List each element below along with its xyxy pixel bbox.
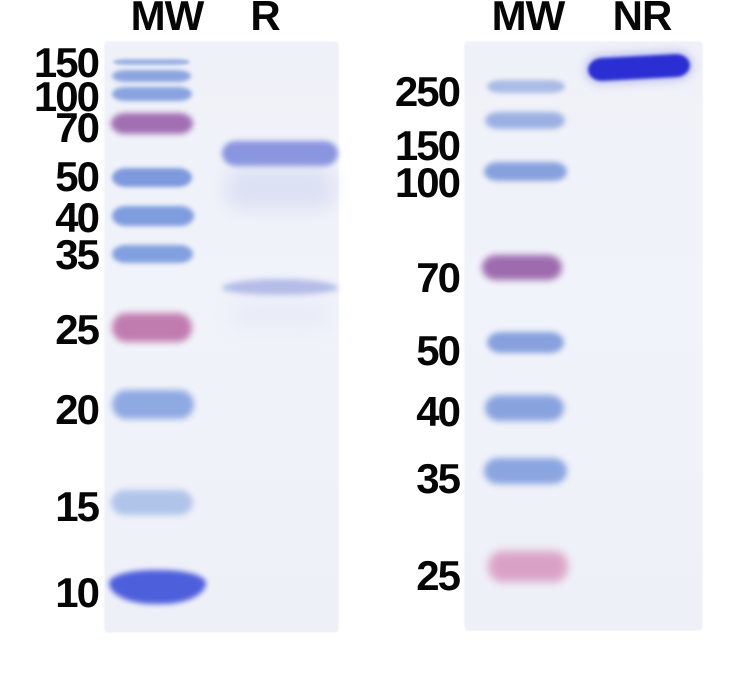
mw-marker-label-100-reduced-gel: 100 — [33, 73, 100, 120]
marker-band-150 — [112, 70, 191, 82]
lane-label-reduced: R — [250, 0, 280, 39]
marker-band-150-upper — [113, 59, 190, 65]
marker-band-40 — [485, 395, 564, 421]
marker-band-15 — [111, 490, 193, 515]
mw-marker-label-20-reduced-gel: 20 — [55, 386, 100, 433]
mw-marker-label-25-reduced-gel: 25 — [55, 306, 100, 353]
marker-band-70 — [111, 113, 193, 134]
marker-band-25 — [112, 313, 192, 342]
marker-band-50 — [487, 332, 564, 353]
mw-marker-label-10-reduced-gel: 10 — [55, 569, 100, 616]
marker-band-35 — [112, 245, 193, 263]
mw-marker-label-100-non-reduced-gel: 100 — [394, 159, 461, 206]
sample-band-r-light — [222, 279, 338, 295]
mw-marker-label-35-non-reduced-gel: 35 — [416, 455, 461, 502]
sample-band-r-heavy — [222, 141, 338, 166]
marker-band-50 — [112, 168, 192, 187]
marker-band-100 — [112, 87, 192, 101]
mw-marker-label-40-non-reduced-gel: 40 — [416, 388, 461, 435]
sample-smear-r — [225, 168, 335, 210]
mw-marker-label-25-non-reduced-gel: 25 — [416, 552, 461, 599]
marker-band-250 — [487, 80, 565, 93]
marker-band-25 — [488, 551, 568, 582]
mw-marker-label-150-non-reduced-gel: 150 — [394, 122, 461, 169]
mw-marker-label-15-reduced-gel: 15 — [55, 483, 100, 530]
mw-marker-label-250-non-reduced-gel: 250 — [394, 68, 461, 115]
mw-marker-label-70-reduced-gel: 70 — [55, 104, 100, 151]
marker-band-10 — [109, 570, 206, 604]
mw-marker-label-40-reduced-gel: 40 — [55, 194, 100, 241]
marker-band-100 — [484, 162, 567, 181]
mw-marker-label-35-reduced-gel: 35 — [55, 231, 100, 278]
lane-label-nonreduced: NR — [612, 0, 673, 39]
marker-band-70 — [482, 255, 562, 280]
marker-band-20 — [112, 390, 194, 419]
mw-marker-label-70-non-reduced-gel: 70 — [416, 254, 461, 301]
marker-band-35 — [484, 458, 567, 484]
lane-label-mw-left: MW — [130, 0, 205, 39]
mw-marker-label-50-reduced-gel: 50 — [55, 153, 100, 200]
mw-marker-label-150-reduced-gel: 150 — [33, 39, 100, 86]
marker-band-150 — [485, 112, 565, 129]
sample-wash-r — [228, 300, 333, 330]
mw-marker-label-50-non-reduced-gel: 50 — [416, 327, 461, 374]
marker-band-40 — [112, 206, 194, 226]
lane-label-mw-right: MW — [491, 0, 566, 39]
